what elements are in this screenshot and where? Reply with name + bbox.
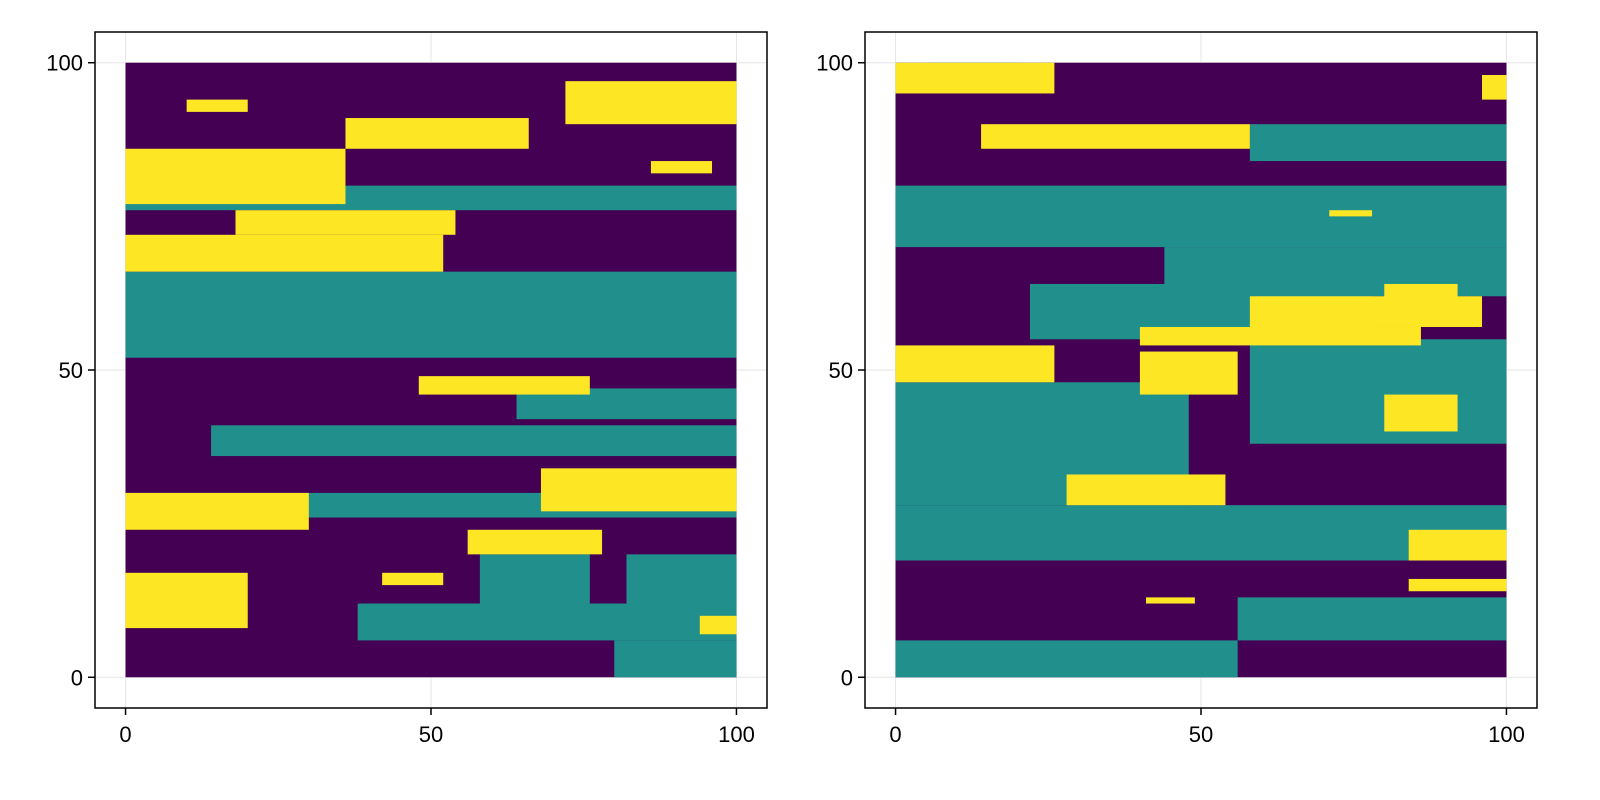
heatmap-band-cat-2-15-0 [125,492,309,530]
heatmap-band-cat-1-0-0 [125,271,737,358]
heatmap-band-cat-2-15-0 [1384,394,1458,432]
y-tick-label-100: 100 [46,51,83,76]
heatmap-band-cat-1-3-0 [357,603,737,641]
heatmap-band-cat-2-13-0 [418,376,590,395]
heatmap-band-cat-1-5-0 [479,554,590,604]
heatmap-band-cat-2-17-0 [699,615,737,635]
y-tick-label-100: 100 [816,51,853,76]
heatmap-band-cat-2-18-0 [467,529,603,555]
x-tick-label-50: 50 [1189,722,1213,747]
x-tick-label-0: 0 [119,722,131,747]
heatmap-band-cat-2-8-0 [125,148,346,205]
y-tick-label-50: 50 [59,358,83,383]
y-tick-label-0: 0 [841,665,853,690]
heatmap-band-cat-2-17-0 [1066,474,1226,506]
heatmap-band-cat-1-4-0 [1249,339,1507,444]
heatmap-band-cat-2-16-0 [125,572,248,629]
heatmap-band-cat-2-14-0 [1139,351,1238,395]
heatmap-band-cat-2-10-0 [895,62,1055,94]
x-tick-label-100: 100 [718,722,755,747]
heatmap-band-cat-2-9-0 [125,234,444,272]
x-tick-label-50: 50 [419,722,443,747]
heatmap-band-cat-1-5-1 [626,554,737,604]
heatmap-band-cat-1-1-0 [1237,597,1507,641]
heatmap-band-cat-2-23-0 [1329,210,1373,217]
heatmap-right: 0 0 50 50 100 100 [816,31,1538,747]
heatmap-band-cat-2-11-0 [895,345,1055,383]
heatmap-band-cat-2-19-0 [1408,578,1507,592]
heatmap-band-cat-1-8-0 [1249,124,1507,162]
heatmap-band-cat-2-20-0 [1408,529,1507,561]
heatmap-band-cat-2-20-0 [186,99,248,112]
heatmap-band-cat-2-18-0 [981,124,1250,149]
heatmap-left: 0 0 50 50 100 100 [46,31,768,747]
heatmap-band-cat-2-14-0 [540,468,737,512]
heatmap-band-cat-2-21-0 [1146,597,1195,604]
heatmap-band-cat-2-22-0 [1482,75,1507,100]
heatmap-band-cat-2-16-0 [1384,283,1458,309]
heatmap-band-cat-2-19-0 [650,161,713,174]
heatmap-band-cat-2-11-0 [345,118,529,149]
heatmap-cells-right [895,62,1507,678]
heatmap-band-cat-1-2-0 [895,505,1507,561]
y-tick-label-0: 0 [71,665,83,690]
heatmap-band-cat-2-21-0 [382,572,444,586]
x-tick-label-100: 100 [1488,722,1525,747]
heatmap-band-cat-2-10-0 [235,210,456,235]
heatmap-band-cat-2-12-0 [565,81,737,125]
heatmap-band-cat-1-6-0 [211,425,737,457]
heatmap-band-cat-1-4-0 [614,640,737,678]
x-tick-label-0: 0 [889,722,901,747]
heatmap-panel-left: 0 0 50 50 100 100 [46,31,768,747]
heatmap-panel-right: 0 0 50 50 100 100 [770,0,1570,800]
heatmap-band-cat-1-0-0 [895,640,1238,678]
heatmap-band-cat-2-12-0 [1139,326,1421,346]
heatmap-cells-left [125,62,737,678]
y-tick-label-50: 50 [829,358,853,383]
heatmap-band-cat-1-7-0 [895,185,1507,248]
